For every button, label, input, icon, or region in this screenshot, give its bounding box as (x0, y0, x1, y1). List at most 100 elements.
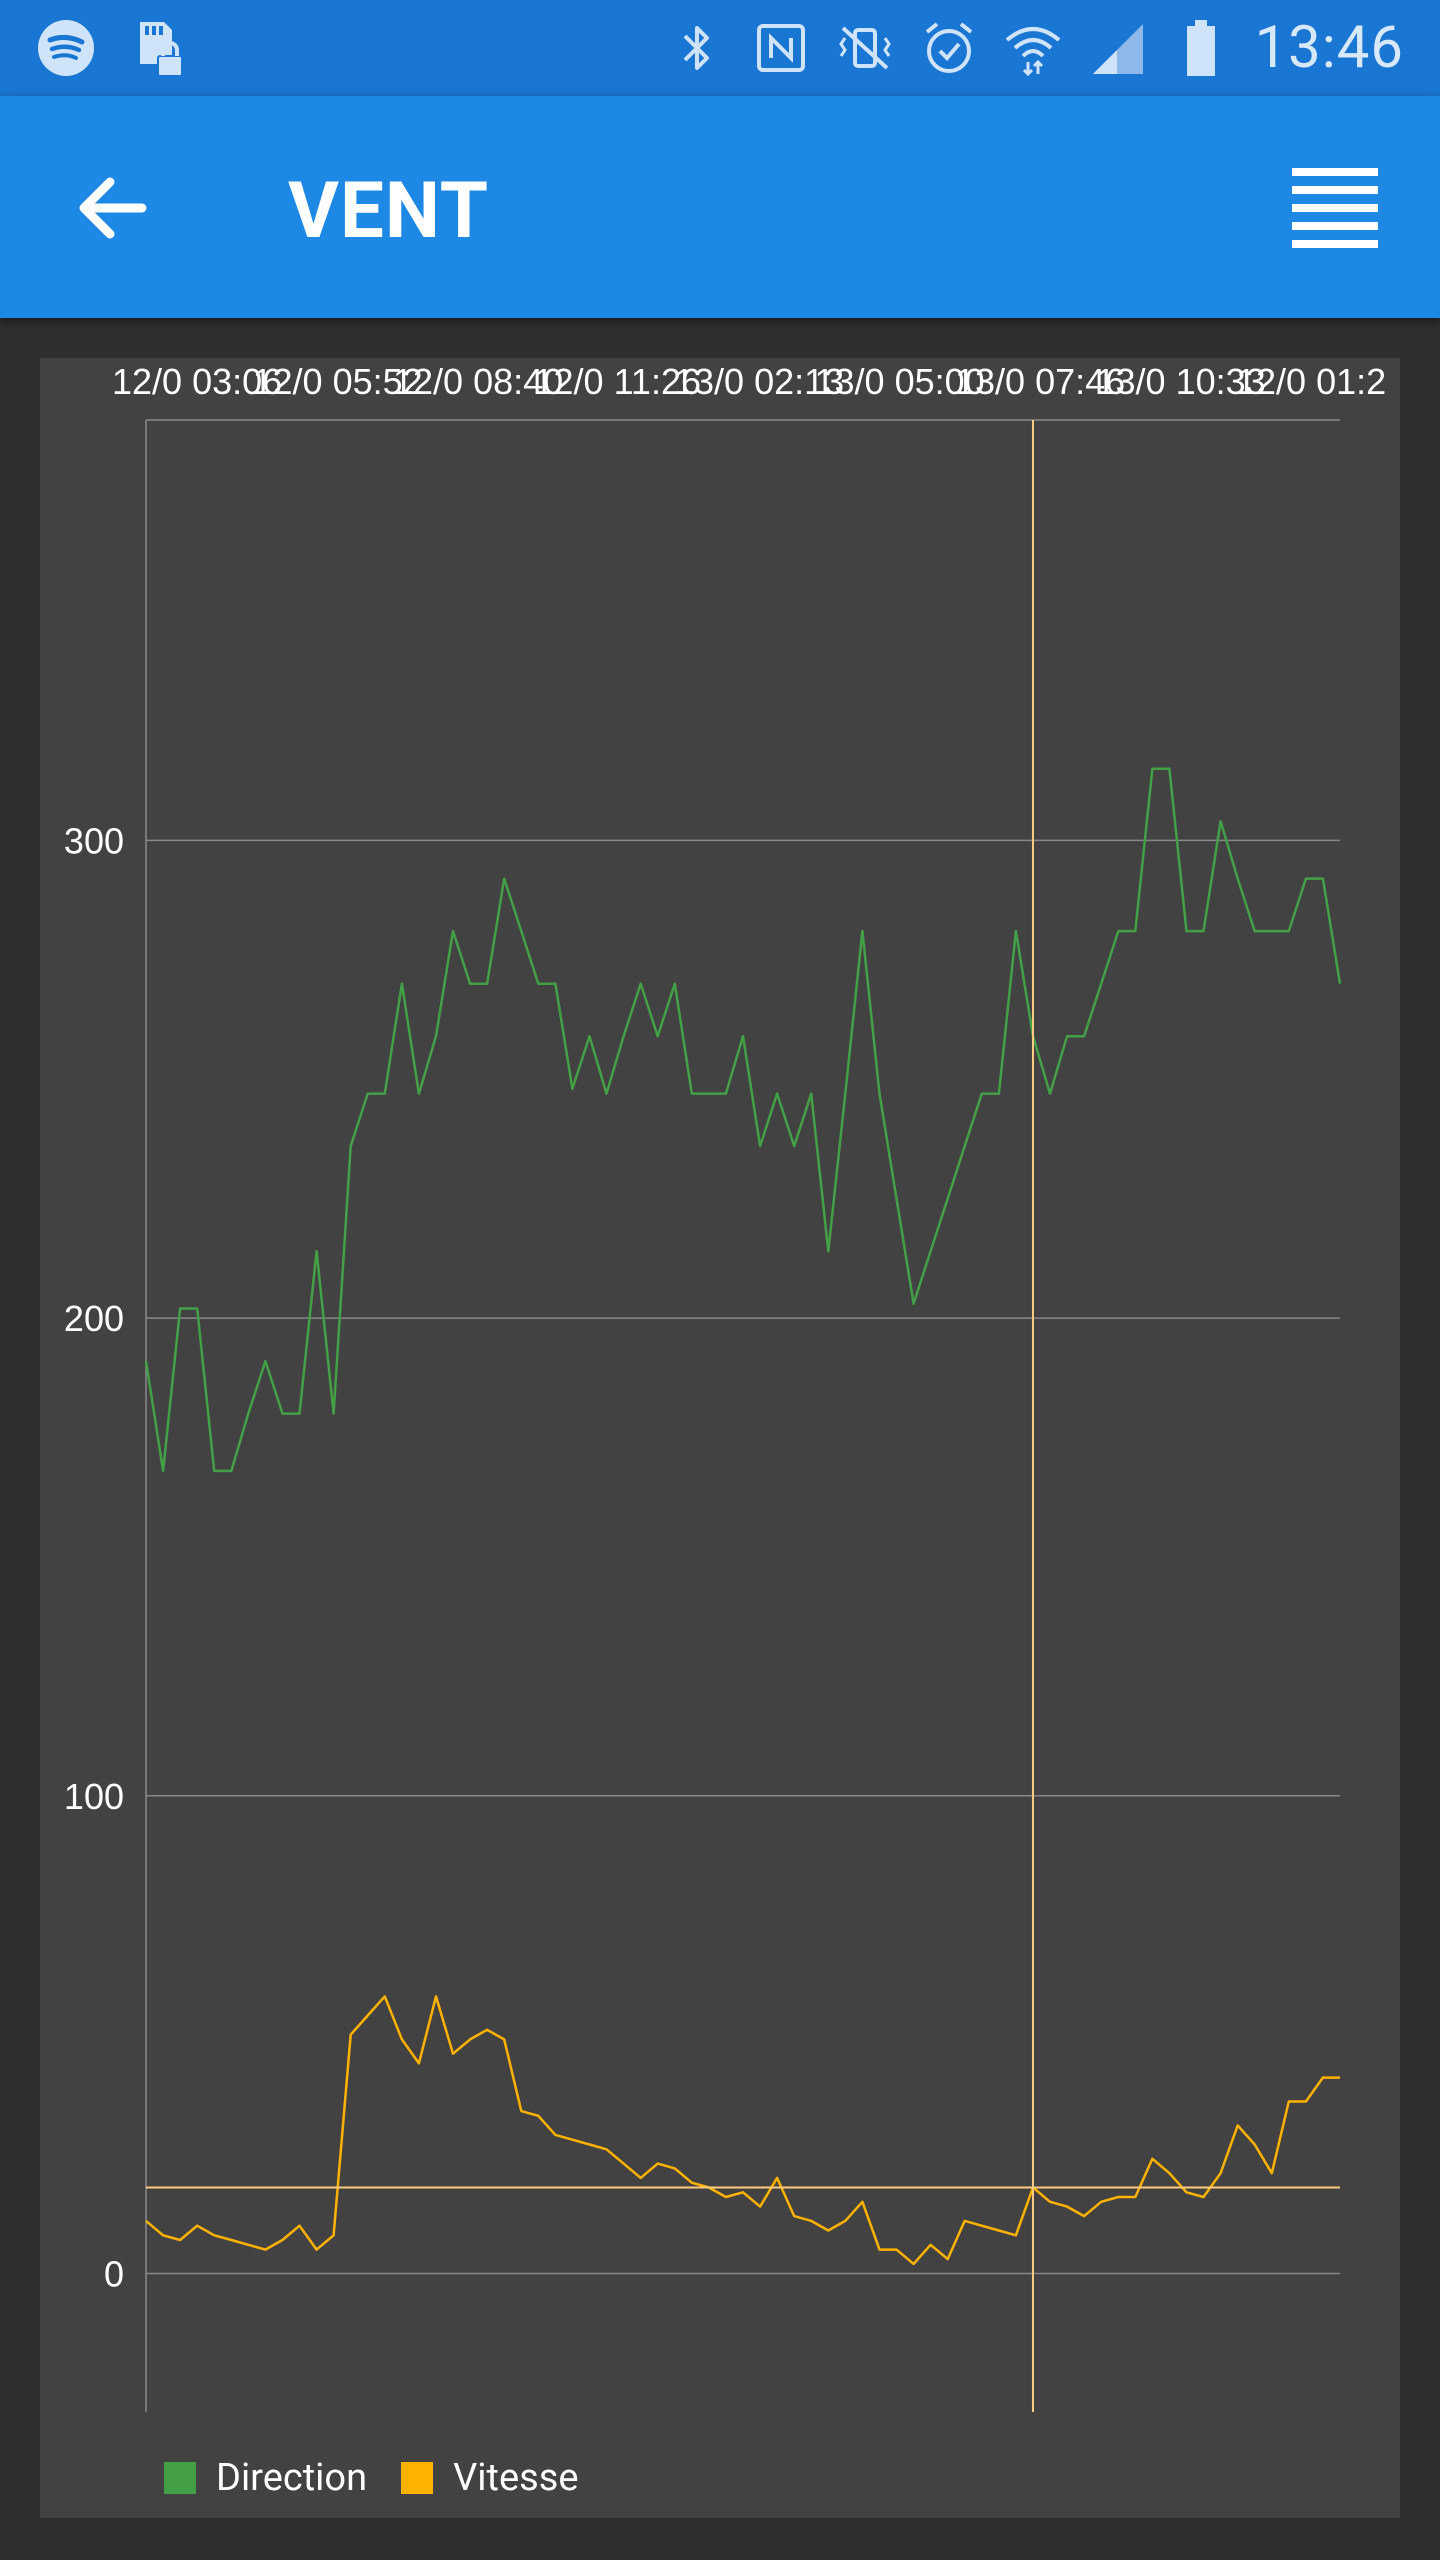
back-button[interactable] (60, 156, 164, 260)
legend-item-direction[interactable]: Direction (164, 2456, 367, 2500)
point-vitesse-4[interactable] (211, 2232, 217, 2238)
point-vitesse-41[interactable] (842, 2218, 848, 2224)
point-vitesse-17[interactable] (433, 1993, 439, 1999)
point-vitesse-29[interactable] (638, 2175, 644, 2181)
point-vitesse-59[interactable] (1149, 2156, 1155, 2162)
point-direction-59[interactable] (1149, 766, 1155, 772)
point-direction-33[interactable] (706, 1091, 712, 1097)
point-vitesse-57[interactable] (1115, 2194, 1121, 2200)
point-vitesse-65[interactable] (1252, 2142, 1258, 2148)
point-vitesse-50[interactable] (996, 2228, 1002, 2234)
point-direction-1[interactable] (160, 1468, 166, 1474)
point-vitesse-45[interactable] (911, 2261, 917, 2267)
point-vitesse-5[interactable] (228, 2237, 234, 2243)
point-direction-12[interactable] (348, 1143, 354, 1149)
point-vitesse-53[interactable] (1047, 2199, 1053, 2205)
legend-item-vitesse[interactable]: Vitesse (401, 2456, 578, 2500)
point-direction-0[interactable] (143, 1358, 149, 1364)
point-vitesse-40[interactable] (825, 2228, 831, 2234)
point-direction-39[interactable] (808, 1091, 814, 1097)
point-vitesse-6[interactable] (245, 2242, 251, 2248)
point-direction-5[interactable] (228, 1468, 234, 1474)
point-direction-30[interactable] (655, 1033, 661, 1039)
point-vitesse-0[interactable] (143, 2218, 149, 2224)
point-direction-18[interactable] (450, 928, 456, 934)
point-vitesse-10[interactable] (314, 2247, 320, 2253)
point-direction-25[interactable] (569, 1086, 575, 1092)
point-direction-51[interactable] (1013, 928, 1019, 934)
point-vitesse-47[interactable] (945, 2256, 951, 2262)
point-vitesse-70[interactable] (1337, 2075, 1343, 2081)
point-vitesse-25[interactable] (569, 2137, 575, 2143)
point-vitesse-3[interactable] (194, 2223, 200, 2229)
point-vitesse-51[interactable] (1013, 2232, 1019, 2238)
point-direction-6[interactable] (245, 1411, 251, 1417)
point-direction-64[interactable] (1235, 876, 1241, 882)
point-vitesse-2[interactable] (177, 2237, 183, 2243)
point-direction-26[interactable] (587, 1033, 593, 1039)
point-direction-49[interactable] (979, 1091, 985, 1097)
point-vitesse-32[interactable] (689, 2180, 695, 2186)
point-vitesse-16[interactable] (416, 2060, 422, 2066)
point-direction-50[interactable] (996, 1091, 1002, 1097)
point-direction-29[interactable] (638, 981, 644, 987)
point-direction-34[interactable] (723, 1091, 729, 1097)
point-direction-3[interactable] (194, 1306, 200, 1312)
point-direction-23[interactable] (535, 981, 541, 987)
point-direction-38[interactable] (791, 1143, 797, 1149)
point-direction-63[interactable] (1218, 818, 1224, 824)
point-vitesse-49[interactable] (979, 2223, 985, 2229)
point-direction-40[interactable] (825, 1248, 831, 1254)
point-direction-27[interactable] (604, 1091, 610, 1097)
point-vitesse-64[interactable] (1235, 2122, 1241, 2128)
point-vitesse-39[interactable] (808, 2218, 814, 2224)
point-vitesse-48[interactable] (962, 2218, 968, 2224)
point-vitesse-46[interactable] (928, 2242, 934, 2248)
point-direction-37[interactable] (774, 1091, 780, 1097)
point-direction-68[interactable] (1303, 876, 1309, 882)
point-vitesse-22[interactable] (518, 2108, 524, 2114)
point-direction-15[interactable] (399, 981, 405, 987)
point-direction-22[interactable] (518, 928, 524, 934)
point-direction-69[interactable] (1320, 876, 1326, 882)
point-direction-67[interactable] (1286, 928, 1292, 934)
point-vitesse-43[interactable] (877, 2247, 883, 2253)
point-direction-17[interactable] (433, 1033, 439, 1039)
point-vitesse-20[interactable] (484, 2027, 490, 2033)
point-vitesse-61[interactable] (1184, 2189, 1190, 2195)
point-vitesse-12[interactable] (348, 2032, 354, 2038)
point-direction-70[interactable] (1337, 981, 1343, 987)
point-direction-42[interactable] (859, 928, 865, 934)
point-direction-53[interactable] (1047, 1091, 1053, 1097)
point-vitesse-23[interactable] (535, 2113, 541, 2119)
point-direction-61[interactable] (1184, 928, 1190, 934)
point-direction-11[interactable] (331, 1411, 337, 1417)
point-vitesse-56[interactable] (1098, 2199, 1104, 2205)
point-vitesse-68[interactable] (1303, 2099, 1309, 2105)
point-vitesse-62[interactable] (1201, 2194, 1207, 2200)
point-vitesse-34[interactable] (723, 2194, 729, 2200)
point-direction-32[interactable] (689, 1091, 695, 1097)
point-vitesse-28[interactable] (621, 2161, 627, 2167)
point-direction-7[interactable] (262, 1358, 268, 1364)
point-direction-4[interactable] (211, 1468, 217, 1474)
point-direction-43[interactable] (877, 1091, 883, 1097)
point-vitesse-67[interactable] (1286, 2099, 1292, 2105)
point-vitesse-13[interactable] (365, 2013, 371, 2019)
point-direction-41[interactable] (842, 1091, 848, 1097)
point-direction-66[interactable] (1269, 928, 1275, 934)
point-vitesse-19[interactable] (467, 2036, 473, 2042)
point-direction-60[interactable] (1166, 766, 1172, 772)
point-vitesse-54[interactable] (1064, 2204, 1070, 2210)
point-direction-62[interactable] (1201, 928, 1207, 934)
point-vitesse-60[interactable] (1166, 2170, 1172, 2176)
point-vitesse-44[interactable] (894, 2247, 900, 2253)
point-direction-36[interactable] (757, 1143, 763, 1149)
point-direction-47[interactable] (945, 1196, 951, 1202)
point-direction-31[interactable] (672, 981, 678, 987)
point-vitesse-58[interactable] (1132, 2194, 1138, 2200)
point-direction-65[interactable] (1252, 928, 1258, 934)
point-vitesse-69[interactable] (1320, 2075, 1326, 2081)
point-direction-55[interactable] (1081, 1033, 1087, 1039)
